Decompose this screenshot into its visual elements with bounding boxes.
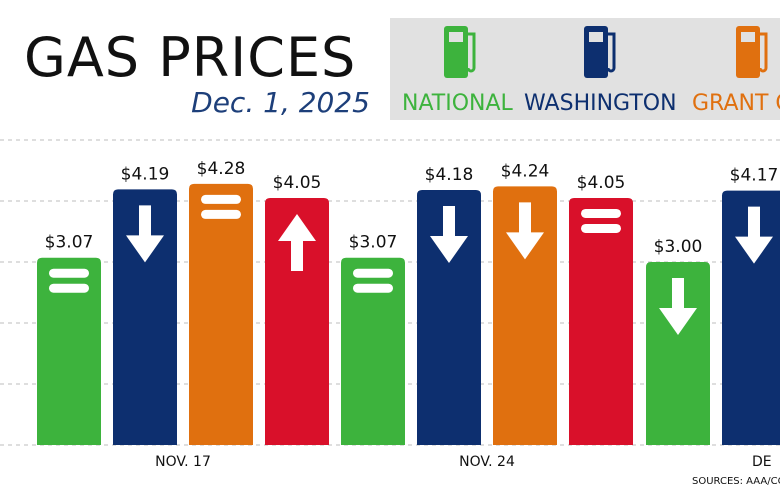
chart-subtitle: Dec. 1, 2025 [191,86,370,119]
bar [265,197,329,445]
pump-window [449,32,463,42]
bar [341,257,405,445]
legend-icon [736,26,768,78]
value-label: $4.24 [501,161,550,181]
chart-title: GAS PRICES [24,26,356,89]
icon-arrow-up [278,213,316,271]
icon-arrow-down [735,206,773,264]
icon-equal [581,208,621,218]
bar [569,197,633,445]
bar [113,189,177,445]
pump-hose [466,32,476,73]
x-tick-label: NOV. 24 [459,454,515,470]
value-label: $3.07 [45,233,94,253]
icon-equal [353,283,393,293]
value-label: $4.28 [197,159,246,179]
value-label: $3.07 [349,233,398,253]
source: SOURCES: AAA/CO [692,476,780,487]
pump-window [741,32,755,42]
legend-icon [444,26,476,78]
pump-window [589,32,603,42]
bar [189,183,253,446]
value-label: $4.05 [577,173,626,193]
icon-arrow-down [506,202,544,260]
value-label: $3.00 [654,237,703,257]
icon-arrow-down [430,206,468,264]
pump-hose [606,32,616,73]
icon-equal [581,223,621,233]
value-label: $4.19 [121,164,170,184]
value-label: $4.17 [730,166,779,186]
bar [493,186,557,446]
value-label: $4.05 [273,173,322,193]
legend-label: GRANT C [692,91,780,116]
icon-equal [49,283,89,293]
x-tick-label: NOV. 17 [155,454,211,470]
value-label: $4.18 [425,165,474,185]
pump-hose [758,32,768,73]
icon-arrow-down [659,278,697,335]
legend-icon [584,26,616,78]
bar [646,262,710,445]
x-tick-label: DE [752,454,772,470]
bar [417,190,481,445]
legend-label: NATIONAL [402,91,514,116]
bar [722,190,780,445]
icon-equal [201,209,241,219]
legend-label: WASHINGTON [524,91,677,116]
icon-equal [49,268,89,278]
icon-equal [201,194,241,204]
icon-arrow-down [126,205,164,263]
bar [37,257,101,445]
icon-equal [353,268,393,278]
